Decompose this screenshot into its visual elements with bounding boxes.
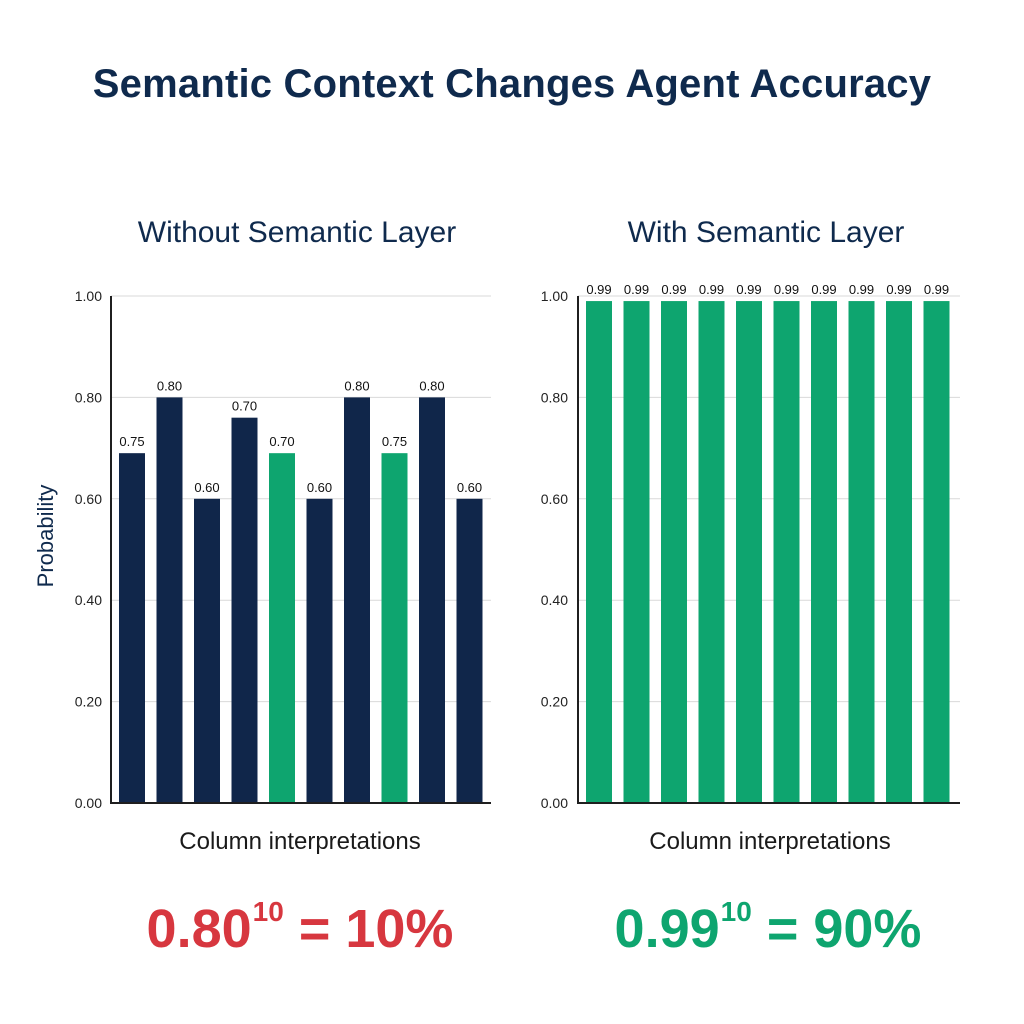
left-bar-value-label: 0.70 <box>269 434 294 449</box>
left-bar-value-label: 0.60 <box>457 480 482 495</box>
right-y-tick-label: 0.00 <box>541 795 568 811</box>
left-chart-title: Without Semantic Layer <box>137 216 457 249</box>
right-y-tick-label: 0.60 <box>541 491 568 507</box>
right-bar-value-label: 0.99 <box>586 282 611 297</box>
left-y-tick-label: 0.80 <box>75 389 102 405</box>
left-bar <box>344 397 370 803</box>
left-bar <box>419 397 445 803</box>
right-bar <box>848 301 875 803</box>
right-bar <box>886 301 912 803</box>
left-y-tick-label: 0.20 <box>75 694 102 710</box>
left-y-tick-label: 1.00 <box>75 288 102 304</box>
right-chart-title: With Semantic Layer <box>627 216 905 249</box>
left-bar-value-label: 0.80 <box>344 378 369 393</box>
right-y-tick-label: 0.20 <box>541 694 568 710</box>
right-bar <box>923 301 950 803</box>
left-x-axis-label: Column interpretations <box>179 828 421 855</box>
right-y-tick-label: 0.80 <box>541 389 568 405</box>
left-bar <box>194 498 220 803</box>
left-y-tick-label: 0.00 <box>75 795 102 811</box>
page-title: Semantic Context Changes Agent Accuracy <box>92 62 932 106</box>
right-formula-exponent: 10 <box>720 896 752 927</box>
right-y-tick-label: 1.00 <box>541 288 568 304</box>
left-bar-value-label: 0.80 <box>157 378 182 393</box>
left-bar <box>231 417 258 803</box>
left-bar-value-label: 0.60 <box>194 480 219 495</box>
right-bar-value-label: 0.99 <box>661 282 686 297</box>
right-bar <box>811 301 837 803</box>
right-bar-value-label: 0.99 <box>811 282 836 297</box>
left-bar-value-label: 0.75 <box>382 434 407 449</box>
left-bar <box>306 498 333 803</box>
right-bar <box>698 301 725 803</box>
right-y-tick-label: 0.40 <box>541 592 568 608</box>
left-bar-value-label: 0.75 <box>119 434 144 449</box>
right-formula-result: = 90% <box>766 899 922 959</box>
right-bar <box>736 301 762 803</box>
right-bar-value-label: 0.99 <box>886 282 911 297</box>
left-y-axis-label: Probability <box>33 484 58 588</box>
left-formula-result: = 10% <box>298 899 454 959</box>
left-bar <box>381 453 408 803</box>
right-bar-value-label: 0.99 <box>774 282 799 297</box>
left-bar-value-label: 0.60 <box>307 480 332 495</box>
right-bar <box>773 301 800 803</box>
right-bar <box>661 301 687 803</box>
left-formula-base: 0.80 <box>146 899 252 959</box>
left-bar-value-label: 0.70 <box>232 399 257 414</box>
right-formula-base: 0.99 <box>614 899 720 959</box>
left-formula-exponent: 10 <box>252 896 284 927</box>
right-bar <box>623 301 650 803</box>
left-bar <box>119 453 145 803</box>
left-bar <box>269 453 295 803</box>
right-bar-value-label: 0.99 <box>736 282 761 297</box>
left-y-tick-label: 0.60 <box>75 491 102 507</box>
right-bar-value-label: 0.99 <box>924 282 949 297</box>
right-bar <box>586 301 612 803</box>
left-y-tick-label: 0.40 <box>75 592 102 608</box>
right-formula: 0.9910 = 90% <box>548 896 988 960</box>
left-bar-value-label: 0.80 <box>419 378 444 393</box>
left-bar <box>456 498 483 803</box>
left-formula: 0.8010 = 10% <box>80 896 520 960</box>
left-bar <box>156 397 183 803</box>
right-bar-value-label: 0.99 <box>699 282 724 297</box>
right-bar-value-label: 0.99 <box>849 282 874 297</box>
right-x-axis-label: Column interpretations <box>649 828 891 855</box>
right-bar-value-label: 0.99 <box>624 282 649 297</box>
